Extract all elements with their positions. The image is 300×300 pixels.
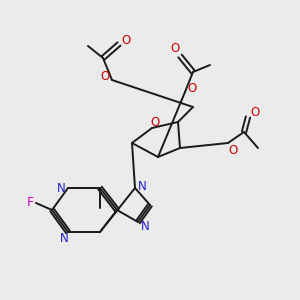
Text: N: N — [141, 220, 149, 233]
Text: N: N — [60, 232, 68, 245]
Text: O: O — [150, 116, 160, 128]
Text: O: O — [250, 106, 260, 119]
Text: N: N — [138, 179, 146, 193]
Text: O: O — [228, 143, 238, 157]
Text: O: O — [100, 70, 109, 83]
Text: F: F — [26, 196, 34, 209]
Text: O: O — [170, 43, 180, 56]
Text: N: N — [57, 182, 65, 194]
Text: O: O — [188, 82, 196, 95]
Text: O: O — [122, 34, 130, 46]
